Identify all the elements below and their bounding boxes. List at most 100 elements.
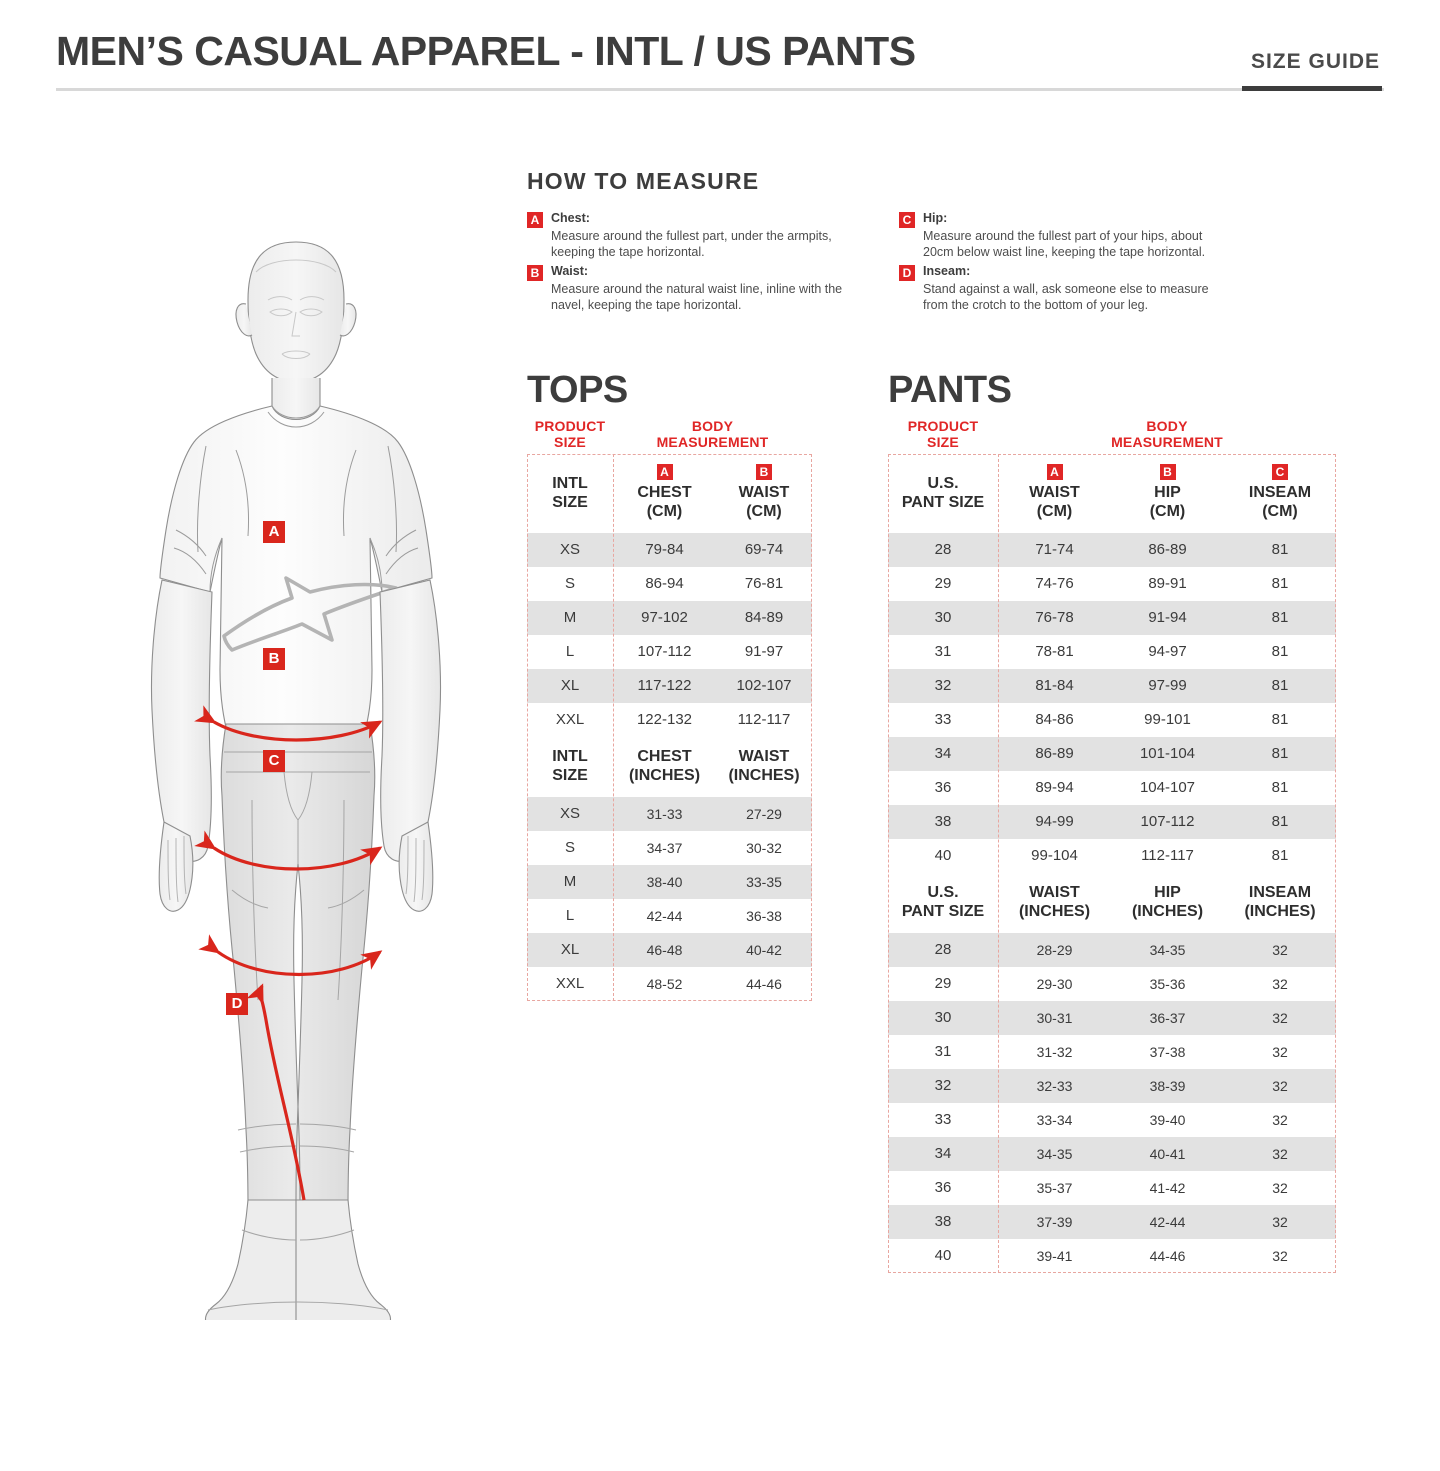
table-row: 29 29-30 35-36 32 [888, 967, 1336, 1002]
letter-badge-c-icon: C [1272, 464, 1288, 481]
tops-section: TOPS PRODUCT SIZE BODY MEASUREMENT INTL … [527, 368, 812, 1002]
table-row: 33 84-86 99-101 81 [888, 703, 1336, 738]
table-row: XXL 48-52 44-46 [527, 967, 812, 1002]
pants-cm-col-inseam: C INSEAM (CM) [1224, 454, 1336, 534]
table-row: XXL 122-132 112-117 [527, 703, 812, 738]
table-row: 28 71-74 86-89 81 [888, 533, 1336, 568]
table-row: XL 117-122 102-107 [527, 669, 812, 704]
inseam-arrow [246, 983, 306, 1201]
table-row: S 86-94 76-81 [527, 567, 812, 602]
how-to-measure-column-left: A Chest: Measure around the fullest part… [527, 210, 857, 316]
table-row: M 38-40 33-35 [527, 865, 812, 900]
pants-title: PANTS [888, 369, 1012, 411]
pants-in-col-hip: HIP (INCHES) [1111, 873, 1224, 934]
table-row: 38 37-39 42-44 32 [888, 1205, 1336, 1240]
table-row: S 34-37 30-32 [527, 831, 812, 866]
pants-group-product-size: PRODUCT SIZE [888, 418, 998, 450]
size-guide-label: SIZE GUIDE [1250, 50, 1380, 73]
letter-badge-d-icon: D [899, 265, 915, 281]
pants-group-body-l2: MEASUREMENT [1111, 434, 1223, 450]
measure-desc-waist: Measure around the natural waist line, i… [551, 282, 843, 312]
pants-group-product-size-l1: PRODUCT [907, 418, 979, 434]
measurement-figure: A B C D [96, 200, 496, 1320]
letter-badge-b-icon: B [756, 464, 772, 481]
chest-arrow [194, 705, 383, 742]
hip-arrow [198, 934, 383, 977]
letter-badge-a-icon: A [656, 464, 673, 481]
table-row: 29 74-76 89-91 81 [888, 567, 1336, 602]
table-row: 34 34-35 40-41 32 [888, 1137, 1336, 1172]
measure-term-waist: Waist: [551, 264, 589, 278]
table-row: XS 79-84 69-74 [527, 533, 812, 568]
measure-term-inseam: Inseam: [923, 264, 971, 278]
table-row: 30 76-78 91-94 81 [888, 601, 1336, 636]
page-header: MEN’S CASUAL APPAREL - INTL / US PANTS S… [0, 0, 1440, 100]
table-row: 32 32-33 38-39 32 [888, 1069, 1336, 1104]
letter-badge-b-icon: B [1159, 464, 1176, 481]
tops-in-header-row: INTL SIZE CHEST (INCHES) WAIST (INCHES) [527, 737, 812, 798]
pants-table-wrap: U.S. PANT SIZE A WAIST (CM) B HIP (CM) [888, 454, 1336, 1274]
how-to-measure-title: HOW TO MEASURE [527, 168, 760, 194]
table-row: L 42-44 36-38 [527, 899, 812, 934]
tops-cm-col-size: INTL SIZE [527, 454, 613, 534]
pants-cm-header-row: U.S. PANT SIZE A WAIST (CM) B HIP (CM) [888, 454, 1336, 534]
letter-badge-a-icon: A [1046, 464, 1063, 481]
size-guide-underline [1242, 86, 1382, 91]
pants-group-product-size-l2: SIZE [927, 434, 959, 450]
measure-term-hip: Hip: [923, 211, 948, 225]
tops-in-col-size: INTL SIZE [527, 737, 613, 798]
pants-group-body-measurement: BODY MEASUREMENT [998, 418, 1336, 450]
measure-desc-hip: Measure around the fullest part of your … [923, 229, 1206, 259]
table-row: M 97-102 84-89 [527, 601, 812, 636]
table-row: 28 28-29 34-35 32 [888, 933, 1336, 968]
table-row: 36 35-37 41-42 32 [888, 1171, 1336, 1206]
table-row: 31 31-32 37-38 32 [888, 1035, 1336, 1070]
pants-group-headers: PRODUCT SIZE BODY MEASUREMENT [888, 418, 1336, 450]
pants-group-body-l1: BODY [1146, 418, 1188, 434]
table-row: 33 33-34 39-40 32 [888, 1103, 1336, 1138]
table-row: 34 86-89 101-104 81 [888, 737, 1336, 772]
letter-badge-c-icon: C [899, 212, 915, 228]
tops-cm-header-row: INTL SIZE A CHEST (CM) B WAIST (CM) [527, 454, 812, 534]
pants-table: U.S. PANT SIZE A WAIST (CM) B HIP (CM) [888, 454, 1336, 1274]
tops-group-body-l1: BODY [691, 418, 734, 434]
table-row: 32 81-84 97-99 81 [888, 669, 1336, 704]
tops-cm-col-chest: A CHEST (CM) [613, 454, 716, 534]
pants-cm-col-hip: B HIP (CM) [1111, 454, 1224, 534]
tops-table: INTL SIZE A CHEST (CM) B WAIST (CM) [527, 454, 812, 1002]
letter-badge-a-icon: A [527, 212, 543, 228]
table-row: 40 99-104 112-117 81 [888, 839, 1336, 874]
table-row: 38 94-99 107-112 81 [888, 805, 1336, 840]
waist-arrow [194, 830, 383, 871]
figure-badge-a: A [263, 521, 285, 543]
tops-group-headers: PRODUCT SIZE BODY MEASUREMENT [527, 418, 812, 450]
measure-item-chest: A Chest: [527, 210, 857, 228]
pants-in-col-waist: WAIST (INCHES) [998, 873, 1111, 934]
table-row: 31 78-81 94-97 81 [888, 635, 1336, 670]
pants-cm-col-waist: A WAIST (CM) [998, 454, 1111, 534]
tops-group-product-size: PRODUCT SIZE [527, 418, 613, 450]
table-row: XS 31-33 27-29 [527, 797, 812, 832]
table-row: 40 39-41 44-46 32 [888, 1239, 1336, 1274]
figure-badge-c: C [263, 750, 285, 772]
table-row: 36 89-94 104-107 81 [888, 771, 1336, 806]
table-row: 30 30-31 36-37 32 [888, 1001, 1336, 1036]
pants-section: PANTS PRODUCT SIZE BODY MEASUREMENT U.S.… [888, 368, 1336, 1274]
tops-group-product-size-l2: SIZE [554, 434, 586, 450]
tops-in-col-waist: WAIST (INCHES) [716, 737, 812, 798]
tops-group-body-measurement: BODY MEASUREMENT [613, 418, 812, 450]
pants-in-col-inseam: INSEAM (INCHES) [1224, 873, 1336, 934]
how-to-measure-section: HOW TO MEASURE A Chest: Measure around t… [527, 168, 1307, 316]
measure-item-waist: B Waist: [527, 263, 857, 281]
letter-badge-b-icon: B [527, 265, 543, 281]
how-to-measure-column-right: C Hip: Measure around the fullest part o… [899, 210, 1229, 316]
page-title: MEN’S CASUAL APPAREL - INTL / US PANTS [56, 28, 916, 74]
man-illustration-svg [150, 241, 442, 1320]
header-divider [56, 88, 1384, 91]
tops-cm-col-waist: B WAIST (CM) [716, 454, 812, 534]
pants-in-col-size: U.S. PANT SIZE [888, 873, 998, 934]
figure-badge-d: D [226, 993, 248, 1015]
tops-title: TOPS [527, 369, 628, 411]
figure-badge-b: B [263, 648, 285, 670]
